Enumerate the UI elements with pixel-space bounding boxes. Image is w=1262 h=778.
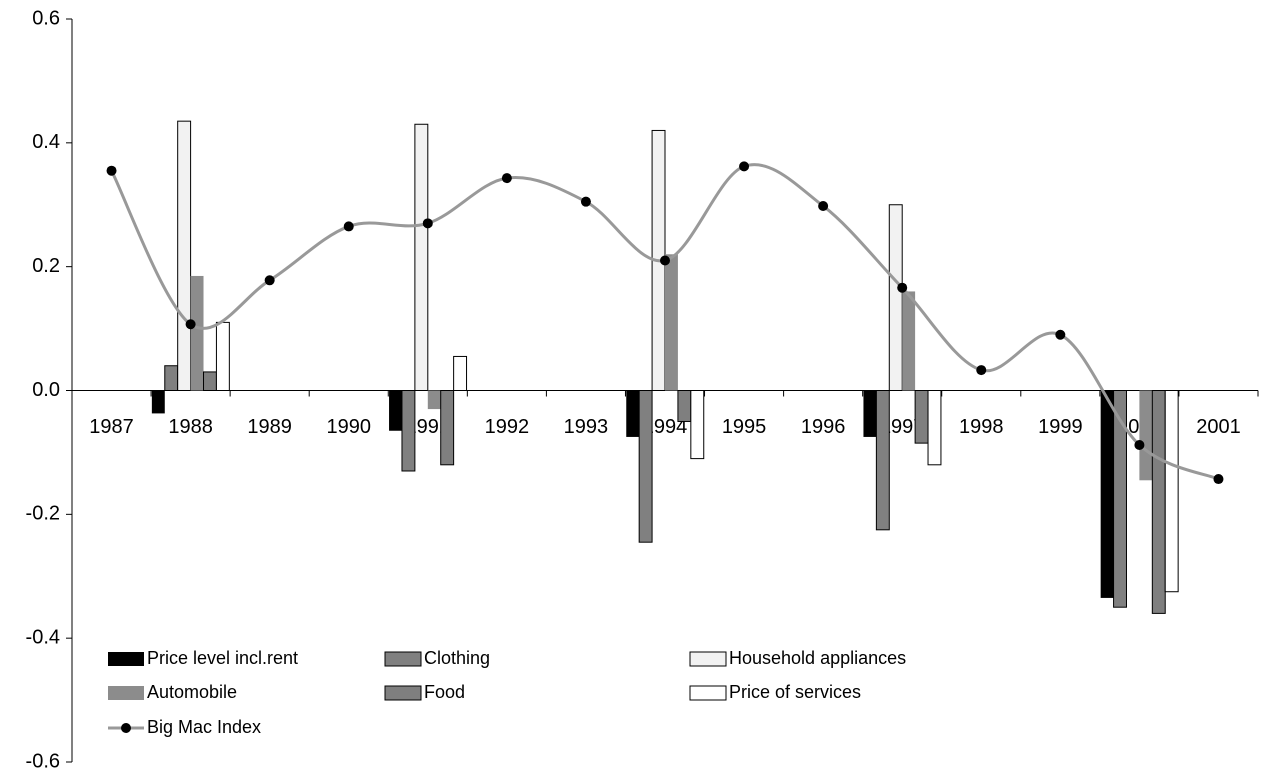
legend-label: Household appliances (729, 648, 906, 668)
marker (1213, 474, 1224, 485)
bar (690, 390, 705, 460)
x-tick-label: 1999 (1038, 416, 1083, 438)
legend-swatch (689, 685, 727, 701)
bar (1100, 390, 1114, 598)
y-tick-label: 0.6 (32, 7, 60, 29)
legend-label: Big Mac Index (147, 717, 261, 737)
legend-swatch (121, 723, 131, 733)
y-tick-label: 0.2 (32, 255, 60, 277)
legend-swatch (689, 651, 727, 667)
bar (914, 390, 929, 444)
x-tick-label: 1989 (247, 416, 292, 438)
x-tick-label: 1994 (643, 416, 688, 438)
x-tick-label: 2001 (1196, 416, 1241, 438)
legend-swatch (384, 685, 422, 701)
x-tick-label: 1998 (959, 416, 1004, 438)
bar (151, 390, 165, 414)
bar (1151, 390, 1166, 614)
x-tick-label: 1997 (880, 416, 925, 438)
legend-label: Clothing (424, 648, 490, 668)
bar (677, 390, 692, 422)
bar (902, 291, 916, 391)
x-tick-label: 1990 (326, 416, 371, 438)
x-tick-label: 1996 (801, 416, 846, 438)
bar (626, 390, 640, 437)
marker (1055, 329, 1066, 340)
y-tick-label: 0.0 (32, 379, 60, 401)
bar (401, 390, 416, 472)
marker (976, 365, 987, 376)
bar (453, 355, 468, 391)
legend-label: Automobile (147, 682, 237, 702)
marker (501, 173, 512, 184)
bar (177, 120, 192, 391)
marker (739, 161, 750, 172)
legend-swatch (108, 686, 144, 700)
bar (1164, 390, 1179, 593)
legend-label: Price of services (729, 682, 861, 702)
marker (897, 282, 908, 293)
y-tick-label: 0.4 (32, 131, 60, 153)
legend-swatch (384, 651, 422, 667)
x-tick-label: 1995 (722, 416, 767, 438)
x-tick-label: 1988 (168, 416, 213, 438)
x-tick-label: 1993 (564, 416, 609, 438)
x-tick-label: 1987 (89, 416, 134, 438)
bar (389, 390, 402, 431)
y-tick-label: -0.4 (26, 626, 60, 648)
bar (190, 275, 204, 391)
y-tick-label: -0.2 (26, 503, 60, 525)
marker (660, 255, 670, 266)
bar (1139, 390, 1153, 481)
bar (427, 390, 441, 410)
y-tick-label: -0.6 (26, 750, 60, 772)
bar (164, 365, 179, 392)
x-tick-label: 1992 (485, 416, 530, 438)
marker (422, 218, 433, 229)
bar (875, 390, 890, 531)
legend-label: Price level incl.rent (147, 648, 298, 668)
bar (414, 123, 429, 391)
legend-swatch (108, 652, 144, 666)
marker (106, 165, 117, 176)
bar (215, 321, 230, 391)
bar (888, 204, 903, 391)
legend-label: Food (424, 682, 465, 702)
marker (185, 319, 196, 330)
marker (343, 221, 354, 232)
bar (203, 371, 217, 391)
marker (264, 275, 275, 286)
marker (1134, 439, 1145, 450)
bar (440, 390, 455, 466)
marker (580, 196, 591, 207)
bar (927, 390, 942, 466)
x-tick-label: 1991 (406, 416, 451, 438)
bar (665, 254, 678, 391)
bar (863, 390, 877, 437)
bar (1113, 390, 1127, 608)
marker (818, 200, 829, 211)
bar (638, 390, 653, 543)
